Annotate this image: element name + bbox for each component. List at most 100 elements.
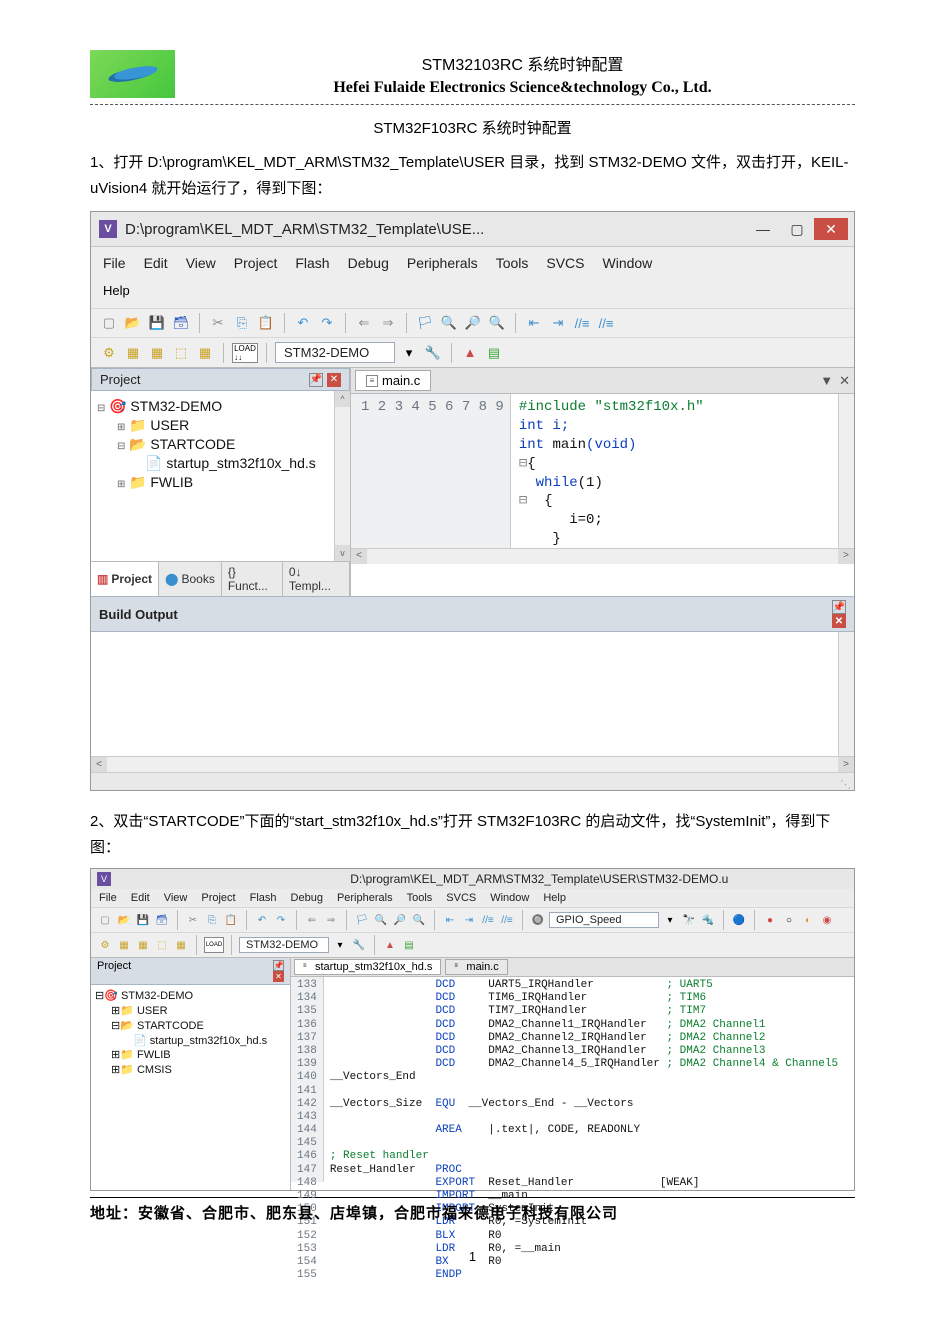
- redo-icon[interactable]: ↷: [317, 313, 337, 333]
- stop-build-icon[interactable]: ▦: [195, 343, 215, 363]
- bookmark-icon[interactable]: 🏳: [415, 313, 435, 333]
- indent1-icon[interactable]: ⇤: [442, 912, 458, 928]
- tab-templates[interactable]: 0↓ Templ...: [283, 562, 350, 596]
- tree-scrollbar[interactable]: ^v: [334, 391, 350, 561]
- close-pane-icon[interactable]: ✕: [273, 971, 284, 982]
- tab-functions[interactable]: {} Funct...: [222, 562, 283, 596]
- bp-disable-icon[interactable]: ○: [781, 912, 797, 928]
- bp-kill-icon[interactable]: ◉: [819, 912, 835, 928]
- tree2-startcode[interactable]: STARTCODE: [137, 1020, 204, 1032]
- comment-icon[interactable]: //≡: [572, 313, 592, 333]
- menu-svcs[interactable]: SVCS: [546, 255, 584, 271]
- options-icon[interactable]: 🔧: [351, 937, 367, 953]
- menu-flash[interactable]: Flash: [295, 255, 329, 271]
- batch-build-icon[interactable]: ⬚: [171, 343, 191, 363]
- menu-edit[interactable]: Edit: [131, 892, 150, 904]
- rebuild-icon[interactable]: ▦: [135, 937, 151, 953]
- find-icon[interactable]: 🔍: [439, 313, 459, 333]
- menu-peripherals[interactable]: Peripherals: [407, 255, 478, 271]
- copy-icon[interactable]: ⎘: [232, 313, 252, 333]
- nav-back-icon[interactable]: ⇐: [354, 313, 374, 333]
- menu-help[interactable]: Help: [543, 892, 566, 904]
- translate-icon[interactable]: ⚙: [99, 343, 119, 363]
- undo-icon[interactable]: ↶: [293, 313, 313, 333]
- menu-file[interactable]: File: [99, 892, 117, 904]
- nav-fwd-icon[interactable]: ⇒: [323, 912, 339, 928]
- menu-svcs[interactable]: SVCS: [446, 892, 476, 904]
- tab-books[interactable]: ⬤Books: [159, 562, 222, 596]
- tab-mainc[interactable]: ≡main.c: [445, 959, 507, 975]
- minimize-button[interactable]: —: [746, 218, 780, 240]
- bp-all-icon[interactable]: ◐: [800, 912, 816, 928]
- tab-startup[interactable]: ≡startup_stm32f10x_hd.s: [294, 959, 441, 975]
- editor-tab-main[interactable]: ≡main.c: [355, 370, 431, 391]
- code-editor[interactable]: 1 2 3 4 5 6 7 8 9 #include "stm32f10x.h"…: [351, 394, 854, 564]
- tree2-root[interactable]: STM32-DEMO: [121, 990, 193, 1002]
- build-output-body[interactable]: <>: [91, 632, 854, 772]
- manage-icon[interactable]: ▲: [382, 937, 398, 953]
- binoculars-icon[interactable]: 🔭: [681, 912, 697, 928]
- undo-icon[interactable]: ↶: [254, 912, 270, 928]
- open-icon[interactable]: 📂: [116, 912, 132, 928]
- tree2-user[interactable]: USER: [137, 1005, 168, 1017]
- menu-tools[interactable]: Tools: [496, 255, 529, 271]
- new-icon[interactable]: ▢: [97, 912, 113, 928]
- project-tree-2[interactable]: ⊟🎯 STM32-DEMO ⊞📁 USER ⊟📂 STARTCODE 📄 sta…: [91, 985, 290, 1190]
- menu-peripherals[interactable]: Peripherals: [337, 892, 393, 904]
- debug-icon[interactable]: 🔵: [731, 912, 747, 928]
- menu-view[interactable]: View: [164, 892, 188, 904]
- output-vscroll[interactable]: [838, 632, 854, 756]
- manage-icon[interactable]: ▲: [460, 343, 480, 363]
- tree-user[interactable]: USER: [150, 417, 189, 433]
- menu-debug[interactable]: Debug: [291, 892, 323, 904]
- target-dropdown-icon[interactable]: ▾: [399, 343, 419, 363]
- redo-icon[interactable]: ↷: [273, 912, 289, 928]
- nav-fwd-icon[interactable]: ⇒: [378, 313, 398, 333]
- menu-project[interactable]: Project: [234, 255, 278, 271]
- paste-icon[interactable]: 📋: [256, 313, 276, 333]
- uncomment-icon[interactable]: //≡: [499, 912, 515, 928]
- find3-icon[interactable]: 🔍: [411, 912, 427, 928]
- indent-right-icon[interactable]: ⇥: [548, 313, 568, 333]
- download-icon[interactable]: LOAD: [204, 937, 224, 953]
- maximize-button[interactable]: ▢: [780, 218, 814, 240]
- cut-icon[interactable]: ✂: [208, 313, 228, 333]
- tree-startup-file[interactable]: startup_stm32f10x_hd.s: [166, 455, 315, 471]
- close-button[interactable]: ✕: [814, 218, 848, 240]
- saveall-icon[interactable]: 🗃: [154, 912, 170, 928]
- tab-project[interactable]: ▥ Project: [91, 562, 159, 596]
- menu-debug[interactable]: Debug: [348, 255, 389, 271]
- config-icon[interactable]: ▤: [484, 343, 504, 363]
- close-output-icon[interactable]: ✕: [832, 614, 846, 628]
- bookmark-icon[interactable]: 🏳: [354, 912, 370, 928]
- menu-edit[interactable]: Edit: [144, 255, 168, 271]
- open-icon[interactable]: 📂: [123, 313, 143, 333]
- breakpoint-icon[interactable]: ●: [762, 912, 778, 928]
- tree-startcode[interactable]: STARTCODE: [150, 436, 235, 452]
- batch-icon[interactable]: ⬚: [154, 937, 170, 953]
- find2-icon[interactable]: 🔎: [392, 912, 408, 928]
- menu-view[interactable]: View: [186, 255, 216, 271]
- find-next-icon[interactable]: 🔎: [463, 313, 483, 333]
- editor-vscroll[interactable]: [838, 394, 854, 548]
- saveall-icon[interactable]: 🗃: [171, 313, 191, 333]
- project-tree[interactable]: ⊟🎯 STM32-DEMO ⊞📁 USER ⊟📂 STARTCODE 📄 sta…: [91, 391, 350, 561]
- build-icon[interactable]: ▦: [116, 937, 132, 953]
- menu-tools[interactable]: Tools: [407, 892, 433, 904]
- close-pane-icon[interactable]: ✕: [327, 373, 341, 387]
- tree-fwlib[interactable]: FWLIB: [150, 474, 193, 490]
- tree2-cmsis[interactable]: CMSIS: [137, 1064, 172, 1076]
- save-icon[interactable]: 💾: [135, 912, 151, 928]
- menu-flash[interactable]: Flash: [250, 892, 277, 904]
- code-editor-2[interactable]: 133 134 135 136 137 138 139 140 141 142 …: [291, 977, 854, 1182]
- target-dropdown-icon[interactable]: ▾: [332, 937, 348, 953]
- uncomment-icon[interactable]: //≡: [596, 313, 616, 333]
- copy-icon[interactable]: ⎘: [204, 912, 220, 928]
- search-box[interactable]: GPIO_Speed: [549, 912, 659, 928]
- pin-icon[interactable]: 📌: [832, 600, 846, 614]
- pin-icon[interactable]: 📌: [273, 960, 284, 971]
- cut-icon[interactable]: ✂: [185, 912, 201, 928]
- options-icon[interactable]: 🔧: [423, 343, 443, 363]
- build-icon[interactable]: ▦: [123, 343, 143, 363]
- target-select[interactable]: STM32-DEMO: [275, 342, 395, 363]
